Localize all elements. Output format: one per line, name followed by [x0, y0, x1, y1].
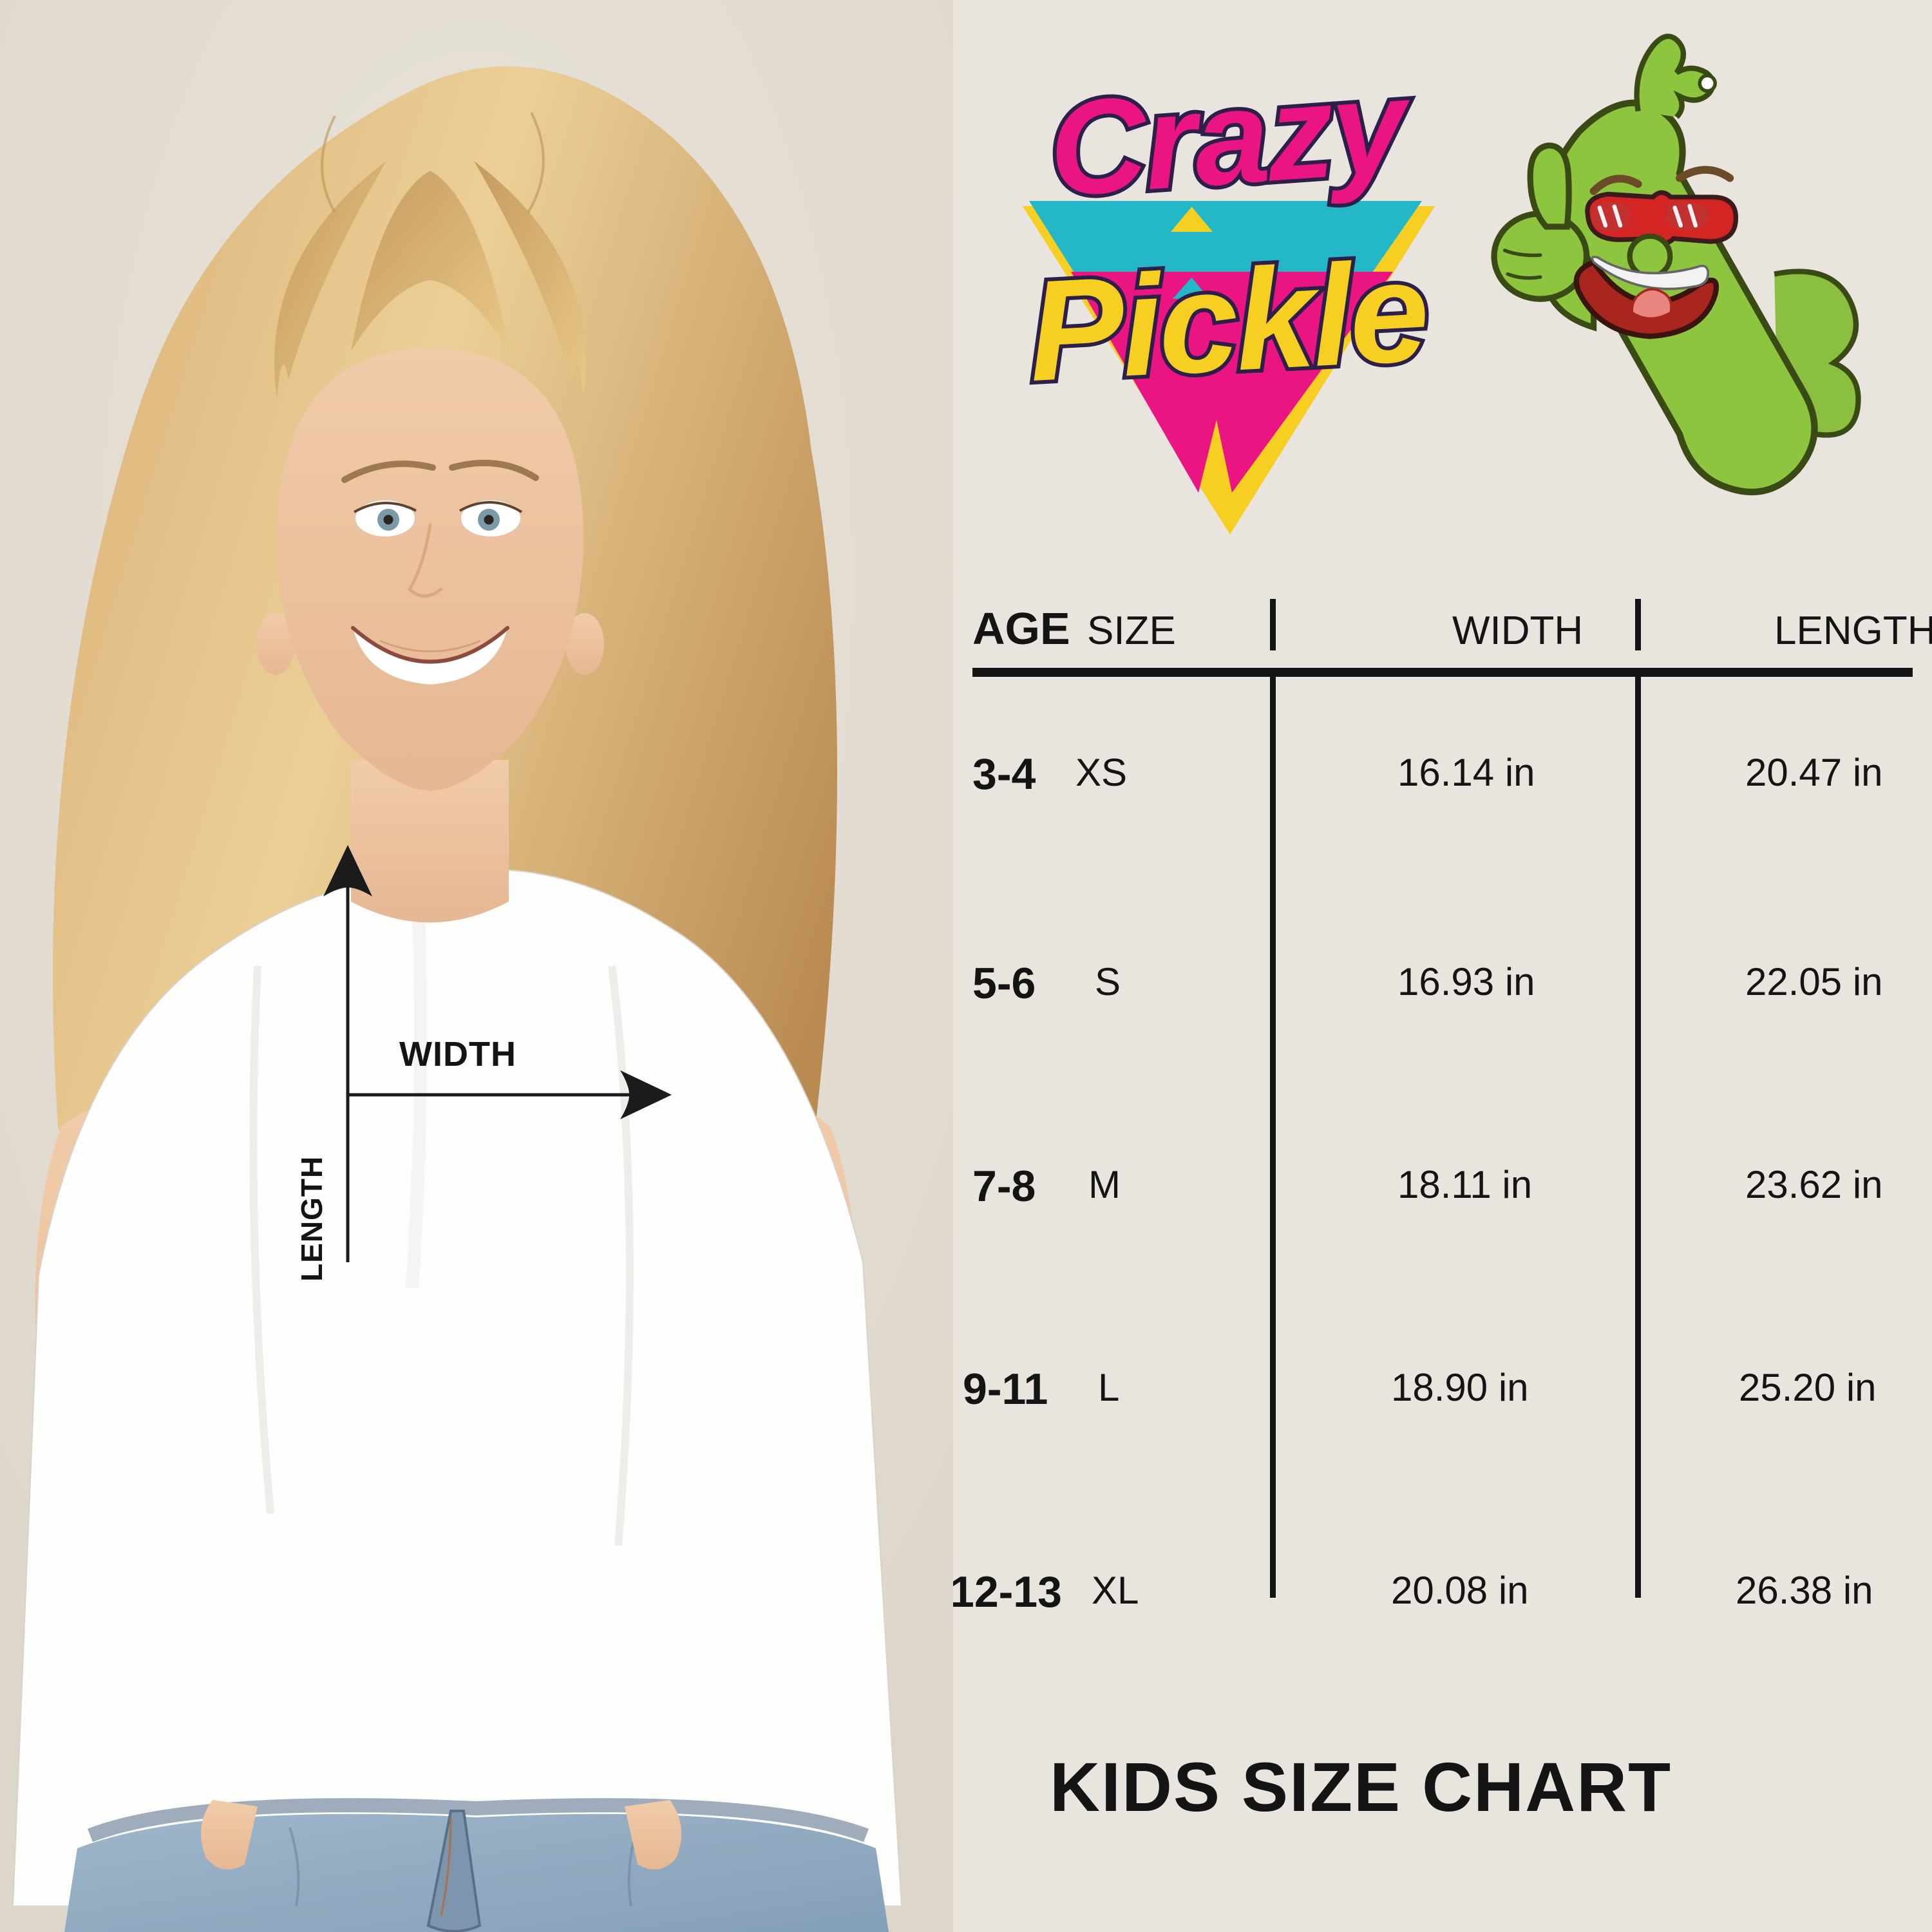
- svg-text:WIDTH: WIDTH: [399, 1035, 516, 1074]
- svg-text:23.62 in: 23.62 in: [1745, 1163, 1883, 1206]
- svg-text:LENGTH: LENGTH: [295, 1156, 328, 1282]
- svg-text:Pickle: Pickle: [1025, 231, 1430, 412]
- svg-text:20.08 in: 20.08 in: [1391, 1569, 1529, 1612]
- svg-text:L: L: [1098, 1366, 1119, 1409]
- svg-text:18.11 in: 18.11 in: [1397, 1163, 1532, 1206]
- svg-text:18.90 in: 18.90 in: [1391, 1366, 1529, 1409]
- svg-text:9-11: 9-11: [963, 1365, 1048, 1414]
- svg-text:SIZE: SIZE: [1087, 609, 1176, 653]
- svg-text:16.93 in: 16.93 in: [1397, 960, 1535, 1003]
- svg-text:3-4: 3-4: [972, 750, 1036, 799]
- svg-text:26.38 in: 26.38 in: [1736, 1569, 1873, 1612]
- svg-text:20.47 in: 20.47 in: [1745, 751, 1883, 794]
- svg-text:AGE: AGE: [972, 603, 1070, 654]
- svg-text:22.05 in: 22.05 in: [1745, 960, 1883, 1003]
- svg-text:XL: XL: [1092, 1569, 1139, 1612]
- svg-text:LENGTH: LENGTH: [1774, 609, 1932, 653]
- svg-text:Crazy: Crazy: [1045, 50, 1417, 225]
- svg-text:7-8: 7-8: [972, 1162, 1036, 1211]
- svg-text:KIDS SIZE CHART: KIDS SIZE CHART: [1050, 1748, 1672, 1826]
- svg-text:XS: XS: [1075, 751, 1127, 794]
- svg-text:25.20 in: 25.20 in: [1739, 1366, 1877, 1409]
- svg-text:5-6: 5-6: [972, 959, 1036, 1008]
- svg-text:S: S: [1095, 960, 1121, 1003]
- svg-text:12-13: 12-13: [953, 1567, 1062, 1616]
- svg-text:WIDTH: WIDTH: [1452, 609, 1583, 653]
- svg-text:M: M: [1088, 1163, 1121, 1206]
- svg-text:16.14 in: 16.14 in: [1397, 751, 1535, 794]
